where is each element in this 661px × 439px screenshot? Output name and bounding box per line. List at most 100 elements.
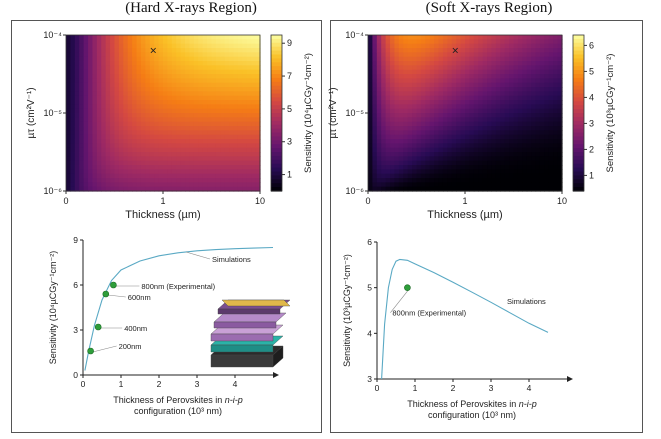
hard-heat-cell xyxy=(132,48,138,53)
hard-heat-cell xyxy=(224,95,230,101)
hard-heat-cell xyxy=(237,117,243,123)
hard-heat-cell xyxy=(114,178,120,183)
soft-heat-cell xyxy=(390,87,396,92)
hard-heat-cell xyxy=(211,152,217,157)
soft-heat-cell xyxy=(513,100,519,105)
soft-heat-cell xyxy=(557,74,563,79)
hard-heat-cell xyxy=(167,169,173,175)
soft-heat-cell xyxy=(394,35,400,40)
hard-heat-cell xyxy=(207,108,213,114)
hard-heat-cell xyxy=(246,61,252,66)
soft-heat-cell xyxy=(526,48,532,53)
soft-heat-cell xyxy=(425,108,431,114)
hard-heat-cell xyxy=(246,69,252,75)
soft-heat-cell xyxy=(416,169,422,175)
soft-heat-cell xyxy=(526,182,532,188)
hard-heat-cell xyxy=(198,52,204,58)
soft-heat-cell xyxy=(469,35,475,40)
soft-colorbar-cell xyxy=(573,183,584,188)
soft-heat-cell xyxy=(442,121,448,127)
soft-heat-cell xyxy=(451,69,457,75)
hard-heat-cell xyxy=(242,65,248,71)
soft-heat-cell xyxy=(412,74,418,79)
hard-heat-cell xyxy=(246,35,252,40)
soft-heat-cell xyxy=(447,95,453,101)
soft-heat-cell xyxy=(398,108,404,114)
hard-heat-cell xyxy=(158,143,164,149)
soft-heat-cell xyxy=(438,82,444,88)
soft-heat-cell xyxy=(539,61,545,66)
soft-heat-cell xyxy=(487,178,493,183)
hard-heat-cell xyxy=(176,48,182,53)
soft-heat-cell xyxy=(539,160,545,166)
hard-heat-cell xyxy=(114,134,120,140)
hard-heat-cell xyxy=(114,130,120,136)
hard-heat-cell xyxy=(154,160,160,166)
soft-heat-cell xyxy=(517,139,523,144)
soft-heat-cell xyxy=(495,160,501,166)
hard-heat-cell xyxy=(154,61,160,66)
hard-heat-cell xyxy=(198,139,204,144)
hard-heat-cell xyxy=(167,74,173,79)
hard-heat-cell xyxy=(224,147,230,153)
soft-heat-cell xyxy=(451,130,457,136)
soft-heat-cell xyxy=(398,173,404,179)
hard-heat-cell xyxy=(255,186,261,192)
soft-heat-cell xyxy=(544,182,550,188)
soft-heat-cell xyxy=(478,121,484,127)
hard-heat-cell xyxy=(211,134,217,140)
soft-heat-cell xyxy=(420,56,426,62)
hard-heat-cell xyxy=(242,43,248,49)
hard-heat-cell xyxy=(110,139,116,144)
hard-heat-cell xyxy=(118,169,124,175)
soft-heat-cell xyxy=(517,48,523,53)
hard-heat-cell xyxy=(145,139,151,144)
soft-heat-cell xyxy=(372,82,378,88)
soft-heat-cell xyxy=(447,43,453,49)
hard-heat-cell xyxy=(211,186,217,192)
hard-heat-cell xyxy=(140,48,146,53)
hard-heat-cell xyxy=(140,139,146,144)
hard-heat-cell xyxy=(237,165,243,170)
soft-heat-cell xyxy=(407,95,413,101)
hard-heat-cell xyxy=(189,126,195,131)
hard-heat-cell xyxy=(167,186,173,192)
soft-line-y-tick-label: 4 xyxy=(367,328,372,338)
hard-heat-cell xyxy=(101,186,107,192)
soft-heat-cell xyxy=(451,74,457,79)
soft-heat-cell xyxy=(381,178,387,183)
soft-heat-cell xyxy=(390,147,396,153)
hard-heat-cell xyxy=(189,134,195,140)
hard-heat-cell xyxy=(79,69,85,75)
soft-heat-cell xyxy=(403,143,409,149)
soft-heat-cell xyxy=(469,147,475,153)
hard-heat-cell xyxy=(140,74,146,79)
soft-heat-cell xyxy=(478,143,484,149)
soft-heat-cell xyxy=(368,48,374,53)
hard-heat-cell xyxy=(114,117,120,123)
hard-heat-cell xyxy=(180,56,186,62)
soft-heat-cell xyxy=(420,65,426,71)
soft-heat-cell xyxy=(376,48,382,53)
hard-heat-cell xyxy=(171,104,177,110)
soft-heat-cell xyxy=(517,178,523,183)
hard-heat-cell xyxy=(88,130,94,136)
soft-heat-cell xyxy=(487,78,493,84)
hard-heat-cell xyxy=(88,52,94,58)
hard-heat-cell xyxy=(185,91,191,97)
soft-heat-cell xyxy=(390,117,396,123)
hard-heat-cell xyxy=(74,78,80,84)
soft-heat-cell xyxy=(500,156,506,162)
soft-line-x-tick-label: 1 xyxy=(413,383,418,393)
hard-heat-cell xyxy=(220,160,226,166)
soft-heat-cell xyxy=(478,69,484,75)
hard-heat-cell xyxy=(114,108,120,114)
hard-heat-cell xyxy=(255,74,261,79)
soft-heat-cell xyxy=(478,113,484,118)
hard-heat-cell xyxy=(215,139,221,144)
soft-heat-cell xyxy=(548,117,554,123)
soft-heat-cell xyxy=(535,82,541,88)
soft-line-y-tick-label: 5 xyxy=(367,283,372,293)
soft-heat-cell xyxy=(478,100,484,105)
soft-heat-cell xyxy=(403,78,409,84)
